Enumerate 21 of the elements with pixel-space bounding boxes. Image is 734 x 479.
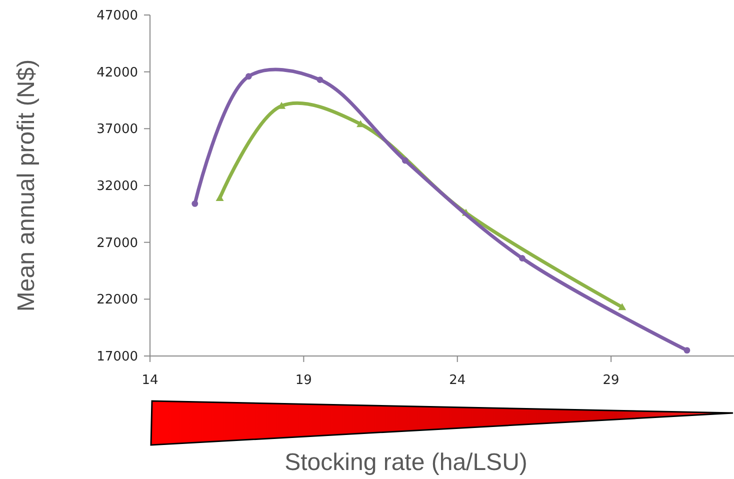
x-axis-title: Stocking rate (ha/LSU) (284, 449, 528, 476)
y-tick-label: 17000 (96, 350, 138, 365)
point (316, 76, 324, 83)
point (402, 157, 408, 164)
x-tick-label: 24 (449, 373, 466, 388)
x-tick-label: 14 (142, 373, 158, 388)
point (216, 194, 224, 202)
x-tick-label: 19 (295, 373, 312, 388)
y-axis-title: Mean annual profit (N$) (13, 59, 40, 312)
y-tick-label: 42000 (96, 65, 138, 80)
y-tick-label: 37000 (96, 122, 138, 138)
x-tick-label: 29 (602, 373, 620, 388)
point (618, 303, 626, 310)
y-tick-label: 27000 (96, 236, 138, 251)
y-tick-label: 22000 (96, 292, 138, 308)
point (245, 73, 252, 80)
y-tick-label: 47000 (96, 8, 138, 24)
point (519, 255, 526, 262)
point (684, 347, 690, 354)
point (192, 200, 198, 207)
y-tick-label: 32000 (96, 179, 138, 194)
